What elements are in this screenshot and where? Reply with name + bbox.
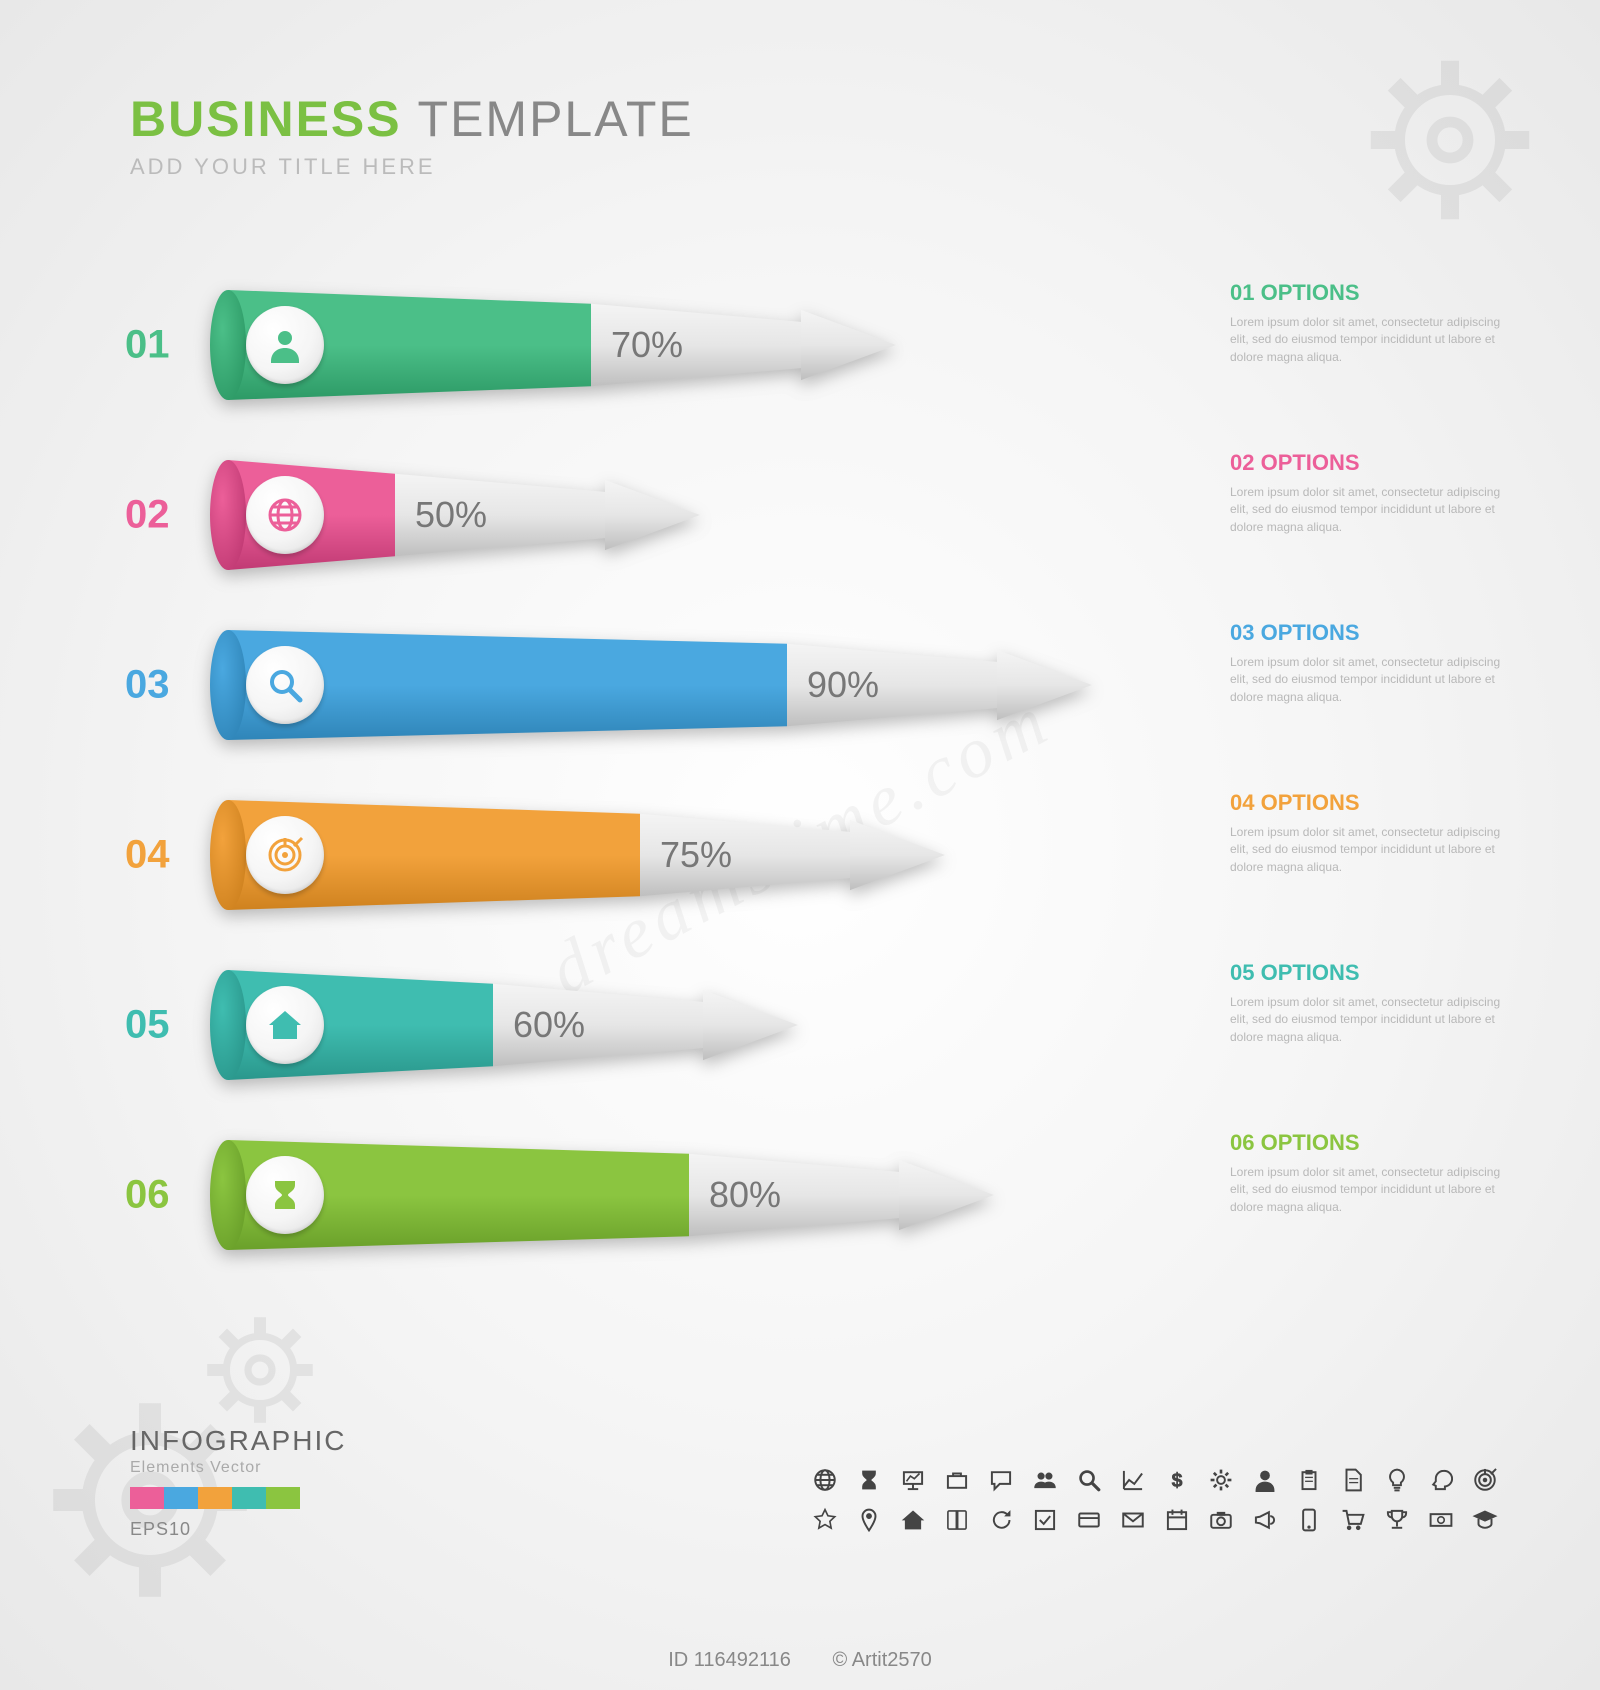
options-column: 01 OPTIONS Lorem ipsum dolor sit amet, c…	[1230, 280, 1520, 1300]
percent-label: 75%	[660, 834, 732, 876]
card-icon	[1074, 1505, 1104, 1535]
user-icon	[1250, 1465, 1280, 1495]
document-icon	[1338, 1465, 1368, 1495]
row-number: 06	[125, 1173, 170, 1218]
globe-icon	[246, 476, 324, 554]
briefcase-icon	[942, 1465, 972, 1495]
head-icon	[1426, 1465, 1456, 1495]
title-word-1: BUSINESS	[130, 91, 402, 147]
camera-icon	[1206, 1505, 1236, 1535]
credit-copyright: ©	[833, 1649, 848, 1671]
lightbulb-icon	[1382, 1465, 1412, 1495]
color-swatch	[130, 1487, 164, 1509]
option-body: Lorem ipsum dolor sit amet, consectetur …	[1230, 1164, 1520, 1216]
bg-gear-icon	[1360, 50, 1540, 230]
cart-icon	[1338, 1505, 1368, 1535]
row-number: 01	[125, 323, 170, 368]
home-icon	[898, 1505, 928, 1535]
row-number: 02	[125, 493, 170, 538]
graduation-icon	[1470, 1505, 1500, 1535]
color-swatch	[164, 1487, 198, 1509]
option-body: Lorem ipsum dolor sit amet, consectetur …	[1230, 654, 1520, 706]
option-block: 05 OPTIONS Lorem ipsum dolor sit amet, c…	[1230, 960, 1520, 1130]
calendar-icon	[1162, 1505, 1192, 1535]
refresh-icon	[986, 1505, 1016, 1535]
arrow-bar: 75%	[210, 800, 945, 910]
target-icon	[246, 816, 324, 894]
target-icon	[1470, 1465, 1500, 1495]
percent-label: 50%	[415, 494, 487, 536]
dollar-icon	[1162, 1465, 1192, 1495]
option-title: 05 OPTIONS	[1230, 960, 1520, 986]
option-title: 02 OPTIONS	[1230, 450, 1520, 476]
chat-icon	[986, 1465, 1016, 1495]
option-title: 04 OPTIONS	[1230, 790, 1520, 816]
mail-icon	[1118, 1505, 1148, 1535]
option-block: 04 OPTIONS Lorem ipsum dolor sit amet, c…	[1230, 790, 1520, 960]
option-title: 03 OPTIONS	[1230, 620, 1520, 646]
presentation-icon	[898, 1465, 928, 1495]
percent-label: 90%	[807, 664, 879, 706]
home-icon	[246, 986, 324, 1064]
gear-icon	[1206, 1465, 1236, 1495]
option-block: 01 OPTIONS Lorem ipsum dolor sit amet, c…	[1230, 280, 1520, 450]
option-body: Lorem ipsum dolor sit amet, consectetur …	[1230, 824, 1520, 876]
footer-title: INFOGRAPHIC	[130, 1425, 346, 1457]
chart-line-icon	[1118, 1465, 1148, 1495]
title-word-2: TEMPLATE	[418, 91, 694, 147]
group-icon	[1030, 1465, 1060, 1495]
color-swatch	[266, 1487, 300, 1509]
phone-icon	[1294, 1505, 1324, 1535]
footer-icon-grid	[720, 1465, 1500, 1545]
hourglass-icon	[854, 1465, 884, 1495]
footer-block: INFOGRAPHIC Elements Vector EPS10	[130, 1425, 346, 1540]
pin-icon	[854, 1505, 884, 1535]
option-title: 01 OPTIONS	[1230, 280, 1520, 306]
option-block: 02 OPTIONS Lorem ipsum dolor sit amet, c…	[1230, 450, 1520, 620]
search-icon	[246, 646, 324, 724]
row-number: 04	[125, 833, 170, 878]
footer-subtitle: Elements Vector	[130, 1459, 346, 1477]
row-number: 05	[125, 1003, 170, 1048]
bg-gear-icon	[200, 1310, 320, 1430]
option-block: 06 OPTIONS Lorem ipsum dolor sit amet, c…	[1230, 1130, 1520, 1300]
page-title: BUSINESS TEMPLATE	[130, 90, 694, 148]
color-swatch	[198, 1487, 232, 1509]
option-title: 06 OPTIONS	[1230, 1130, 1520, 1156]
clipboard-icon	[1294, 1465, 1324, 1495]
arrow-bar: 50%	[210, 460, 700, 570]
megaphone-icon	[1250, 1505, 1280, 1535]
user-icon	[246, 306, 324, 384]
arrow-bar: 60%	[210, 970, 798, 1080]
arrow-bar: 70%	[210, 290, 896, 400]
percent-label: 70%	[611, 324, 683, 366]
option-body: Lorem ipsum dolor sit amet, consectetur …	[1230, 484, 1520, 536]
credit-id: ID 116492116	[668, 1649, 791, 1671]
arrow-bar: 80%	[210, 1140, 994, 1250]
credit-author: Artit2570	[852, 1649, 932, 1671]
hourglass-icon	[246, 1156, 324, 1234]
row-number: 03	[125, 663, 170, 708]
check-icon	[1030, 1505, 1060, 1535]
percent-label: 80%	[709, 1174, 781, 1216]
search-icon	[1074, 1465, 1104, 1495]
page-subtitle: ADD YOUR TITLE HERE	[130, 154, 694, 180]
book-icon	[942, 1505, 972, 1535]
arrow-bar: 90%	[210, 630, 1092, 740]
eps-label: EPS10	[130, 1519, 346, 1540]
color-swatches	[130, 1487, 346, 1509]
page-header: BUSINESS TEMPLATE ADD YOUR TITLE HERE	[130, 90, 694, 180]
globe-icon	[810, 1465, 840, 1495]
color-swatch	[232, 1487, 266, 1509]
money-icon	[1426, 1505, 1456, 1535]
option-body: Lorem ipsum dolor sit amet, consectetur …	[1230, 994, 1520, 1046]
option-body: Lorem ipsum dolor sit amet, consectetur …	[1230, 314, 1520, 366]
star-icon	[810, 1505, 840, 1535]
percent-label: 60%	[513, 1004, 585, 1046]
option-block: 03 OPTIONS Lorem ipsum dolor sit amet, c…	[1230, 620, 1520, 790]
trophy-icon	[1382, 1505, 1412, 1535]
image-credit: ID 116492116 © Artit2570	[668, 1649, 932, 1672]
